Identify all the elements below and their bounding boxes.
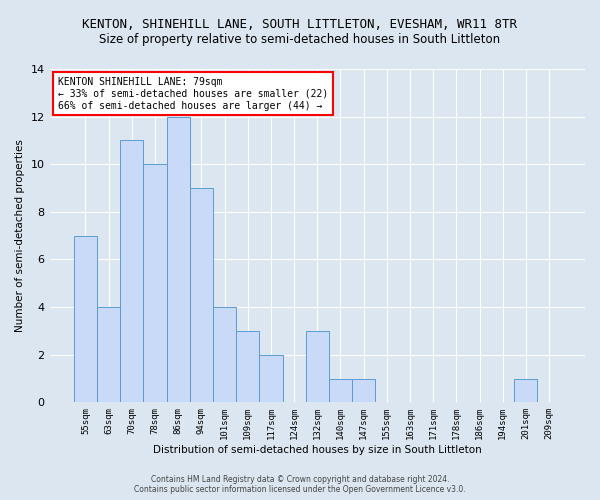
Text: KENTON, SHINEHILL LANE, SOUTH LITTLETON, EVESHAM, WR11 8TR: KENTON, SHINEHILL LANE, SOUTH LITTLETON,… (83, 18, 517, 30)
Bar (74, 236, 97, 402)
Bar (259, 354, 283, 403)
Text: Contains HM Land Registry data © Crown copyright and database right 2024.
Contai: Contains HM Land Registry data © Crown c… (134, 474, 466, 494)
Bar (190, 188, 213, 402)
Bar (329, 378, 352, 402)
Bar (213, 307, 236, 402)
Bar (352, 378, 375, 402)
Text: KENTON SHINEHILL LANE: 79sqm
← 33% of semi-detached houses are smaller (22)
66% : KENTON SHINEHILL LANE: 79sqm ← 33% of se… (58, 78, 328, 110)
X-axis label: Distribution of semi-detached houses by size in South Littleton: Distribution of semi-detached houses by … (153, 445, 482, 455)
Bar (514, 378, 538, 402)
Y-axis label: Number of semi-detached properties: Number of semi-detached properties (15, 139, 25, 332)
Bar (120, 140, 143, 402)
Bar (305, 331, 329, 402)
Bar (97, 307, 120, 402)
Bar (143, 164, 167, 402)
Bar (167, 116, 190, 403)
Text: Size of property relative to semi-detached houses in South Littleton: Size of property relative to semi-detach… (100, 32, 500, 46)
Bar (236, 331, 259, 402)
